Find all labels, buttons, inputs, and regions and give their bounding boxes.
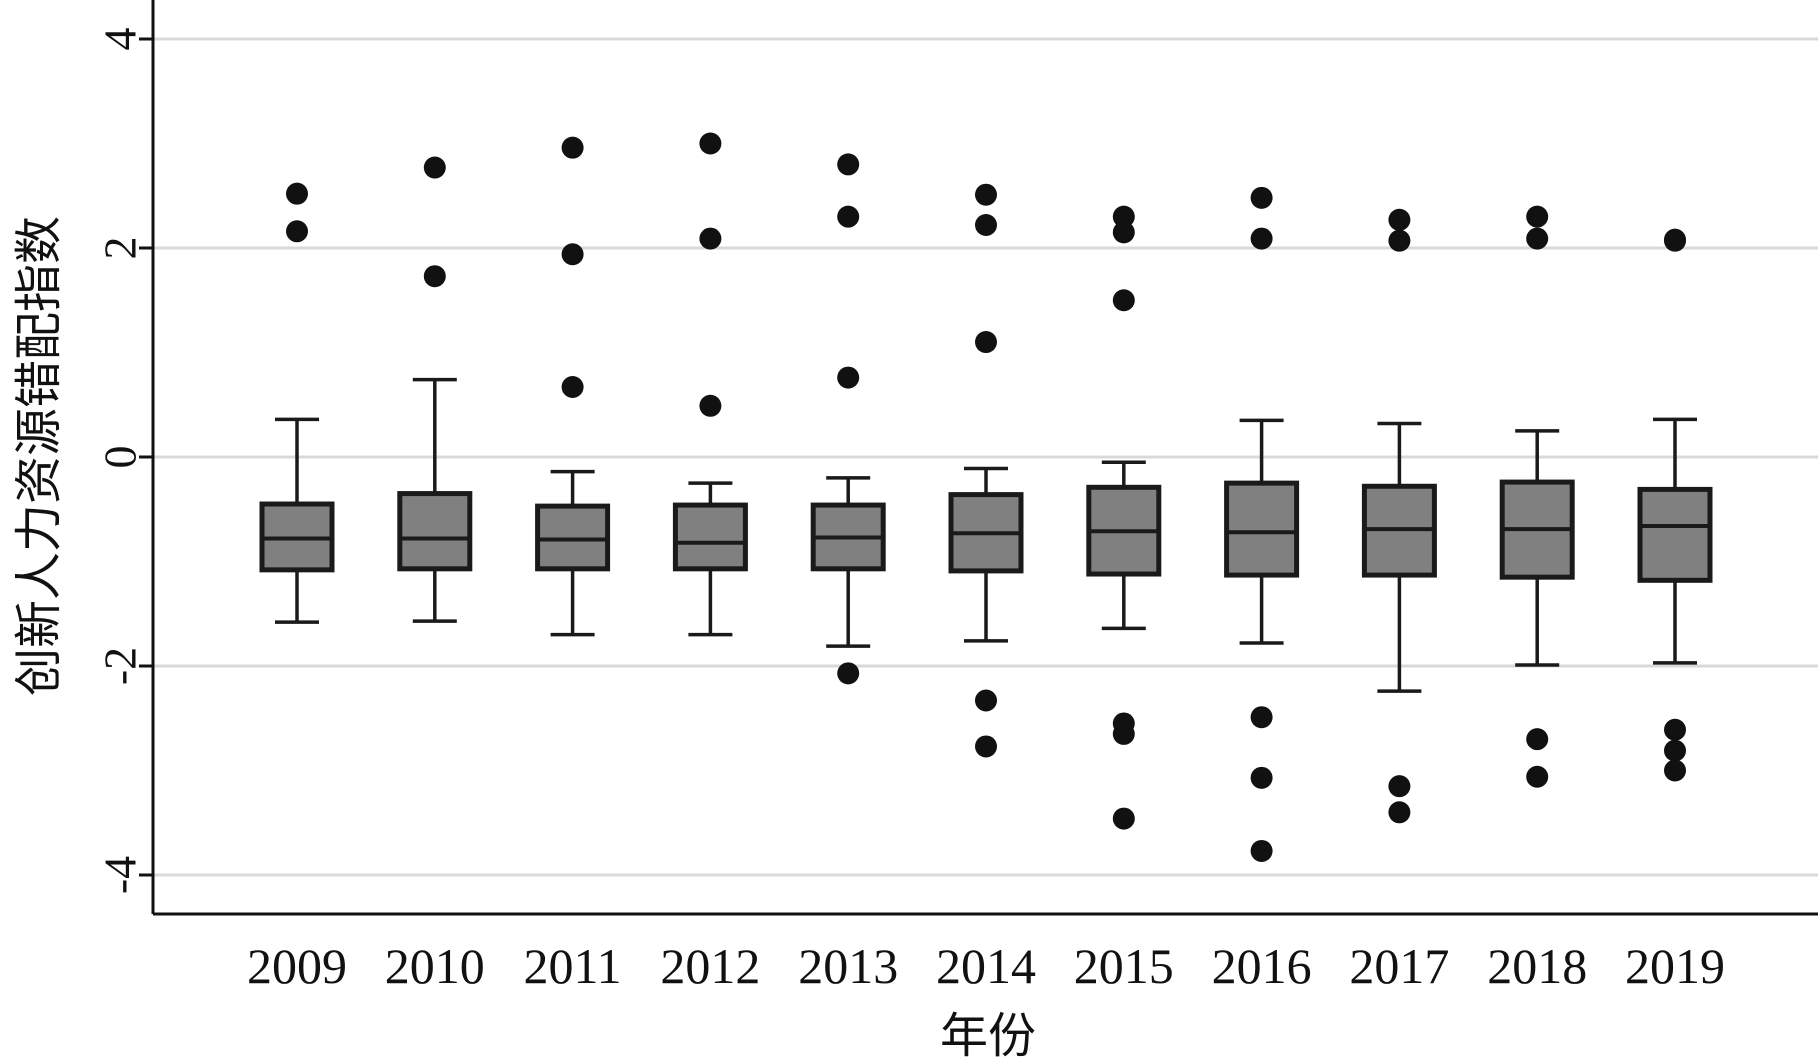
outlier-point (1526, 205, 1549, 228)
outlier-point (1112, 807, 1135, 830)
box-body (1224, 480, 1300, 578)
outlier-point (975, 214, 997, 237)
tick-labels: -4 -2 0 2 4 2009 2010 2011 2012 2013 2014 2015 2016 2… (95, 28, 1725, 995)
box-2017 (1361, 421, 1437, 693)
outlier-point (975, 735, 997, 758)
outlier-point (1526, 765, 1549, 788)
x-tick-label: 2009 (247, 938, 347, 994)
outlier-point (1664, 739, 1686, 762)
outlier-point (1388, 208, 1411, 231)
outlier-point (1388, 801, 1411, 824)
outlier-point (561, 243, 584, 266)
box-2019 (1637, 417, 1713, 665)
outlier-point (975, 331, 997, 354)
x-tick-label: 2015 (1074, 938, 1174, 994)
y-tick-label: -2 (95, 647, 146, 685)
x-tick-label: 2017 (1349, 938, 1449, 994)
boxes (259, 377, 1713, 693)
y-tick-label: 4 (95, 28, 146, 51)
box-2016 (1224, 418, 1300, 645)
outlier-point (1112, 722, 1135, 745)
box-body (672, 502, 748, 572)
outlier-point (1250, 706, 1273, 729)
x-tick-label: 2019 (1625, 938, 1725, 994)
outlier-point (975, 183, 997, 206)
outlier-point (286, 182, 308, 205)
outlier-point (699, 227, 722, 250)
outlier-point (423, 265, 446, 288)
outlier-point (423, 156, 446, 179)
x-tick-label: 2010 (385, 938, 485, 994)
outlier-point (1388, 229, 1411, 252)
box-2015 (1086, 460, 1162, 631)
outlier-point (1250, 766, 1273, 789)
y-tick-label: 2 (95, 237, 146, 260)
outlier-point (286, 220, 308, 243)
outlier-point (1664, 229, 1686, 252)
outlier-point (1664, 759, 1686, 782)
outlier-point (975, 689, 997, 712)
outlier-point (561, 136, 584, 159)
x-tick-label: 2011 (524, 938, 622, 994)
outlier-point (1250, 839, 1273, 862)
outliers (286, 132, 1686, 862)
y-tick-label: -4 (95, 856, 146, 894)
x-tick-label: 2016 (1212, 938, 1312, 994)
outlier-point (1112, 289, 1135, 312)
box-2013 (810, 476, 886, 648)
outlier-point (1250, 227, 1273, 250)
x-tick-label: 2013 (798, 938, 898, 994)
box-2014 (948, 466, 1024, 643)
box-2010 (397, 377, 473, 623)
outlier-point (1664, 718, 1686, 741)
outlier-point (1112, 221, 1135, 244)
outlier-point (699, 132, 722, 155)
outlier-point (837, 366, 860, 389)
outlier-point (837, 662, 860, 685)
box-2011 (535, 469, 611, 637)
outlier-point (561, 375, 584, 398)
outlier-point (1388, 775, 1411, 798)
x-axis-label: 年份 (940, 1008, 1036, 1063)
box-2018 (1499, 429, 1575, 667)
outlier-point (699, 394, 722, 417)
outlier-point (1112, 205, 1135, 228)
box-2009 (259, 417, 335, 624)
y-axis-label: 创新人力资源错配指数 (11, 216, 67, 696)
outlier-point (1526, 227, 1549, 250)
x-tick-label: 2012 (660, 938, 760, 994)
outlier-point (837, 153, 860, 176)
box-body (397, 491, 473, 572)
outlier-point (1250, 186, 1273, 209)
box-2012 (672, 481, 748, 637)
box-body (535, 503, 611, 572)
outlier-point (837, 205, 860, 228)
outlier-point (1526, 728, 1549, 751)
box-body (1637, 486, 1713, 583)
y-tick-label: 0 (95, 446, 146, 469)
x-tick-label: 2018 (1487, 938, 1587, 994)
x-tick-label: 2014 (936, 938, 1036, 994)
